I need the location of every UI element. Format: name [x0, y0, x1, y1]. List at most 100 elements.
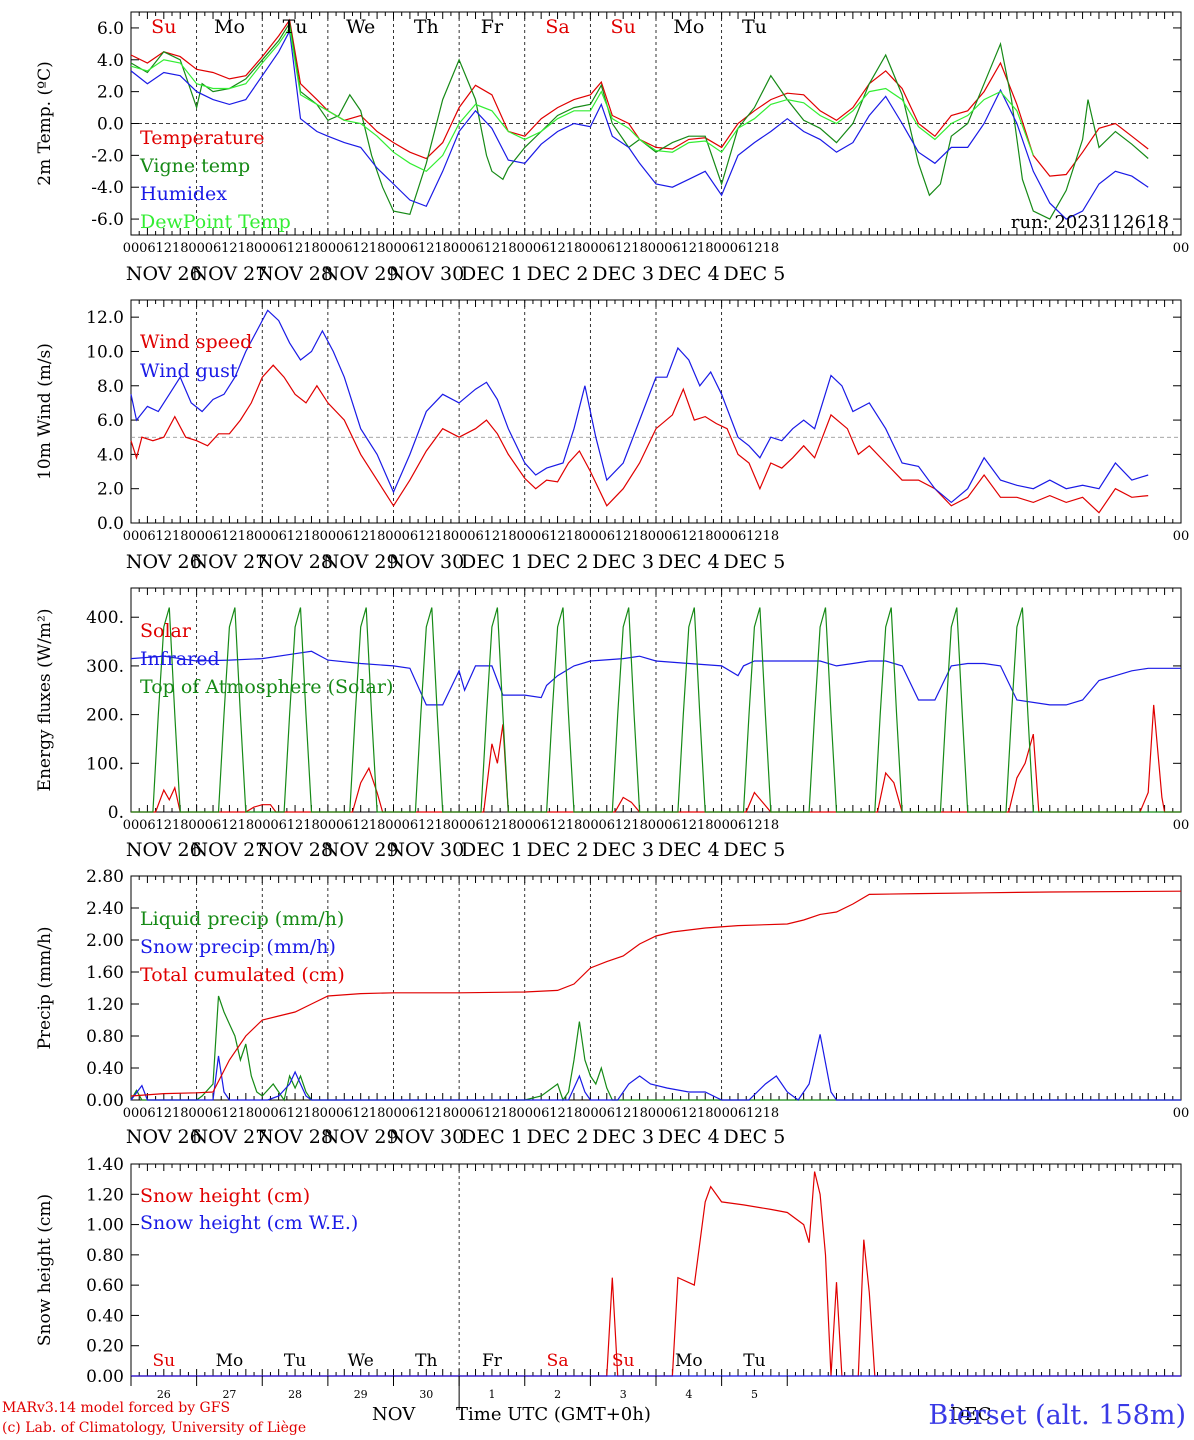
date-label: DEC 5 — [724, 839, 786, 861]
weekday-label: Su — [612, 1351, 635, 1371]
legend-entry: Wind gust — [140, 360, 238, 382]
hour-tick-label: 12 — [549, 529, 566, 544]
hour-tick-label: 00 — [188, 1106, 205, 1121]
hour-tick-label: 12 — [615, 1106, 632, 1121]
date-label: DEC 2 — [527, 263, 589, 285]
hour-tick-label: 18 — [303, 529, 320, 544]
weekday-label: Tu — [742, 16, 767, 38]
date-label: DEC 3 — [592, 839, 654, 861]
hour-tick-label: 12 — [287, 529, 304, 544]
y-tick-label: 0. — [108, 803, 124, 823]
series-line-vigne-temp — [130, 21, 1149, 220]
hour-tick-label: 12 — [221, 241, 238, 256]
hour-tick-label: 18 — [303, 241, 320, 256]
hour-tick-label: 18 — [697, 241, 714, 256]
date-label: NOV 27 — [192, 839, 268, 861]
date-label: DEC 3 — [592, 263, 654, 285]
hour-tick-label: 00 — [320, 818, 337, 833]
legend-entry: Snow height (cm) — [140, 1185, 310, 1207]
hour-tick-label: 00 — [254, 529, 271, 544]
hour-tick-label: 18 — [566, 529, 583, 544]
hour-tick-label: 18 — [369, 1106, 386, 1121]
date-label: DEC 1 — [461, 263, 523, 285]
hour-tick-label: 06 — [139, 241, 156, 256]
hour-tick-label: 00 — [451, 529, 468, 544]
y-tick-label: 10.0 — [86, 342, 124, 362]
weekday-label: Th — [414, 16, 439, 38]
hour-tick-label: 18 — [172, 1106, 189, 1121]
weekday-label: Mo — [673, 16, 704, 38]
hour-tick-label: 12 — [549, 1106, 566, 1121]
hour-tick-label: 12 — [287, 241, 304, 256]
hour-tick-label: 18 — [172, 529, 189, 544]
hour-tick-label: 12 — [418, 241, 435, 256]
date-label: DEC 5 — [724, 551, 786, 573]
hour-tick-label: 18 — [631, 241, 648, 256]
hour-tick-label: 00 — [516, 1106, 533, 1121]
hour-tick-label: 18 — [500, 529, 517, 544]
day-number-label: 4 — [685, 1388, 692, 1401]
date-label: NOV 28 — [257, 263, 333, 285]
hour-tick-label: 06 — [270, 241, 287, 256]
hour-tick-label: 18 — [434, 529, 451, 544]
hour-tick-label: 00 — [320, 1106, 337, 1121]
day-number-label: 2 — [554, 1388, 561, 1401]
hour-tick-label: 06 — [533, 529, 550, 544]
date-label: NOV 30 — [388, 1126, 464, 1148]
model-credit: MARv3.14 model forced by GFS — [2, 1400, 231, 1416]
y-tick-label: 0.40 — [86, 1306, 124, 1326]
hour-tick-label: 06 — [664, 1106, 681, 1121]
date-label: DEC 3 — [592, 1126, 654, 1148]
hour-tick-label: 18 — [369, 529, 386, 544]
hour-tick-label: 06 — [336, 529, 353, 544]
hour-tick-label: 06 — [205, 1106, 222, 1121]
y-axis-title: 2m Temp. (ºC) — [35, 61, 55, 186]
y-tick-label: 4.0 — [97, 445, 124, 465]
hour-tick-label: 12 — [156, 1106, 173, 1121]
hour-tick-label: 12 — [352, 1106, 369, 1121]
date-label: DEC 4 — [658, 1126, 720, 1148]
legend-entry: Snow precip (mm/h) — [140, 936, 336, 958]
hour-tick-label: 00 — [1173, 529, 1190, 544]
y-tick-label: 4.0 — [97, 51, 124, 71]
date-label: NOV 27 — [192, 263, 268, 285]
hour-tick-label: 06 — [205, 529, 222, 544]
date-label: NOV 26 — [126, 551, 202, 573]
hour-tick-label: 12 — [418, 818, 435, 833]
hour-tick-label: 00 — [254, 1106, 271, 1121]
hour-tick-label: 12 — [352, 529, 369, 544]
weekday-label: Mo — [216, 1351, 244, 1371]
hour-tick-label: 12 — [549, 241, 566, 256]
hour-tick-label: 12 — [221, 529, 238, 544]
weekday-label: Tu — [284, 1351, 306, 1371]
date-label: DEC 2 — [527, 839, 589, 861]
hour-tick-label: 12 — [615, 818, 632, 833]
hour-tick-label: 12 — [484, 529, 501, 544]
y-tick-label: 200. — [86, 706, 124, 726]
legend-entry: Snow height (cm W.E.) — [140, 1212, 358, 1234]
plot-frame-wind — [130, 299, 1182, 524]
y-axis-title: Energy fluxes (W/m²) — [35, 609, 55, 792]
hour-tick-label: 06 — [664, 818, 681, 833]
hour-tick-label: 00 — [648, 1106, 665, 1121]
hour-tick-label: 06 — [270, 529, 287, 544]
hour-tick-label: 12 — [615, 529, 632, 544]
hour-tick-label: 12 — [746, 241, 763, 256]
y-tick-label: 0.00 — [86, 1367, 124, 1387]
hour-tick-label: 18 — [697, 529, 714, 544]
hour-tick-label: 00 — [582, 1106, 599, 1121]
hour-tick-label: 00 — [713, 818, 730, 833]
hour-tick-label: 00 — [123, 529, 140, 544]
hour-tick-label: 18 — [566, 1106, 583, 1121]
hour-tick-label: 12 — [681, 1106, 698, 1121]
hour-tick-label: 12 — [221, 818, 238, 833]
date-label: DEC 1 — [461, 839, 523, 861]
date-label: NOV 26 — [126, 263, 202, 285]
hour-tick-label: 12 — [287, 1106, 304, 1121]
date-label: NOV 30 — [388, 839, 464, 861]
hour-tick-label: 18 — [238, 529, 255, 544]
hour-tick-label: 18 — [500, 1106, 517, 1121]
y-tick-label: 1.20 — [86, 1185, 124, 1205]
y-tick-label: 12.0 — [86, 308, 124, 328]
hour-tick-label: 18 — [303, 818, 320, 833]
